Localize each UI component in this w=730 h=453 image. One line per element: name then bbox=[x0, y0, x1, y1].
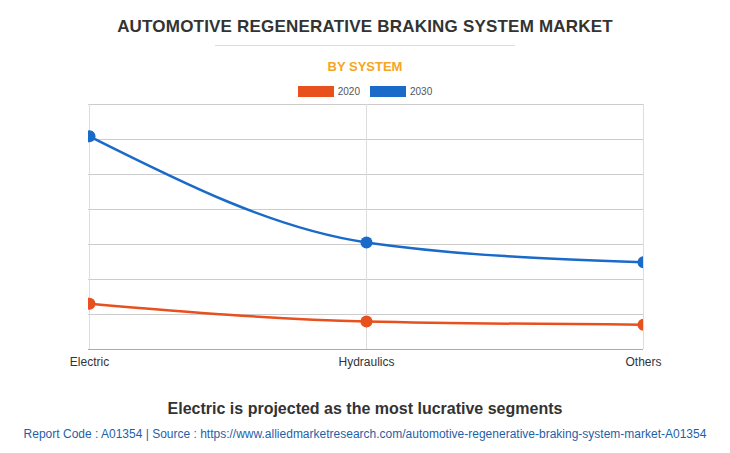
svg-text:Electric: Electric bbox=[70, 355, 109, 369]
html-text:Electric is projected as the m: Electric is projected as the most lucrat… bbox=[167, 400, 563, 417]
html-text:AUTOMOTIVE REGENERATIVE BRAKIN: AUTOMOTIVE REGENERATIVE BRAKING SYSTEM M… bbox=[117, 17, 613, 36]
svg-text:Hydraulics: Hydraulics bbox=[338, 355, 394, 369]
html-text:Report Code : A01354 | Source: Report Code : A01354 | Source : https://… bbox=[23, 427, 707, 441]
html-text:2030: 2030 bbox=[410, 85, 433, 97]
svg-text:Others: Others bbox=[625, 355, 661, 369]
html-text:2020: 2020 bbox=[337, 85, 360, 97]
html-text:BY SYSTEM: BY SYSTEM bbox=[327, 59, 403, 74]
